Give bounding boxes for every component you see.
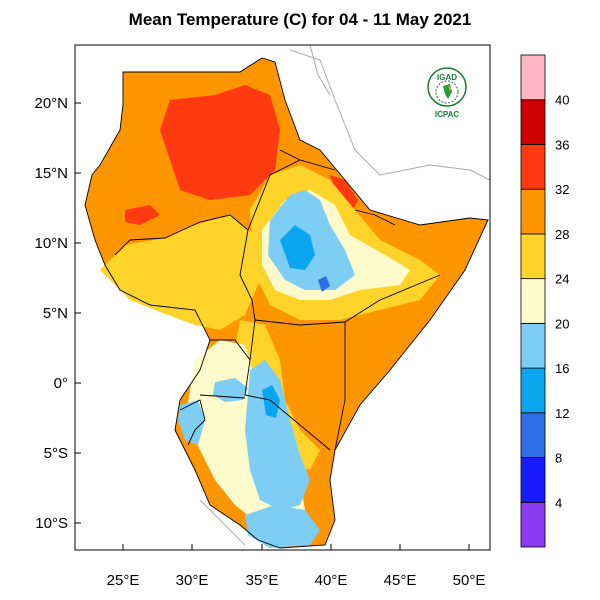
gray-coast-arabia <box>289 49 490 181</box>
colorbar-swatch <box>520 367 546 414</box>
lon-tick-label: 40°E <box>315 572 348 589</box>
latitude-axis: 20°N 15°N 10°N 5°N 0° 5°S 10°S <box>34 95 81 532</box>
lon-tick-label: 45°E <box>384 572 417 589</box>
map-frame <box>74 44 491 551</box>
lon-tick-label: 35°E <box>246 572 279 589</box>
colorbar-label: 36 <box>555 137 569 152</box>
lon-tick-label: 30°E <box>176 572 209 589</box>
lat-tick-label: 10°S <box>35 515 68 532</box>
region-hot-eritrea <box>330 175 358 215</box>
colorbar-swatch <box>520 188 546 235</box>
region-hot-sudan <box>160 85 280 200</box>
country-borders <box>84 57 489 549</box>
map-title: Mean Temperature (C) for 04 - 11 May 202… <box>128 10 472 29</box>
colorbar-swatch <box>520 501 546 548</box>
colorbar-label: 20 <box>555 316 569 331</box>
lat-tick-label: 0° <box>54 375 68 392</box>
lon-tick-label: 25°E <box>107 572 140 589</box>
region-hot-sudan-west <box>125 205 160 225</box>
colorbar-swatch <box>520 412 546 458</box>
colorbar: 4 8 12 16 20 24 28 32 36 40 <box>520 54 569 548</box>
colorbar-swatch <box>520 144 546 190</box>
colorbar-label: 16 <box>555 361 569 376</box>
gray-border-south <box>199 499 246 546</box>
lat-tick-label: 15°N <box>34 165 68 182</box>
lat-tick-label: 10°N <box>34 235 68 252</box>
colorbar-label: 4 <box>555 495 562 510</box>
region-blue-kenya <box>262 385 280 418</box>
longitude-axis: 25°E 30°E 35°E 40°E 45°E 50°E <box>107 544 486 589</box>
colorbar-swatch <box>520 233 546 280</box>
region-deepblue-ethiopia <box>318 276 330 292</box>
colorbar-swatch <box>520 278 546 324</box>
colorbar-swatch <box>520 322 546 369</box>
region-lightblue-lake-tanganyika <box>178 400 205 445</box>
lat-tick-label: 5°N <box>43 305 68 322</box>
logo-igad-text: IGAD <box>437 73 457 82</box>
gray-coast-redsea <box>309 45 331 96</box>
colorbar-label: 40 <box>555 93 569 108</box>
lon-tick-label: 50°E <box>453 572 486 589</box>
colorbar-swatch <box>520 99 546 145</box>
logo-icpac-text: ICPAC <box>435 110 460 119</box>
colorbar-swatch <box>520 457 546 503</box>
colorbar-label: 28 <box>555 227 569 242</box>
region-lightblue-eastafrica <box>245 360 310 510</box>
colorbar-label: 32 <box>555 182 569 197</box>
colorbar-swatch <box>520 54 546 101</box>
temperature-field <box>84 45 490 549</box>
colorbar-label: 12 <box>555 406 569 421</box>
region-blue-ethiopia <box>280 225 315 270</box>
region-yellow-southsudan <box>100 215 260 330</box>
igad-logo: IGAD ICPAC <box>427 67 467 119</box>
colorbar-label: 24 <box>555 272 569 287</box>
lat-tick-label: 5°S <box>44 445 68 462</box>
region-lightblue-tanzania-south <box>245 505 320 548</box>
colorbar-label: 8 <box>555 451 562 466</box>
lat-tick-label: 20°N <box>34 95 68 112</box>
